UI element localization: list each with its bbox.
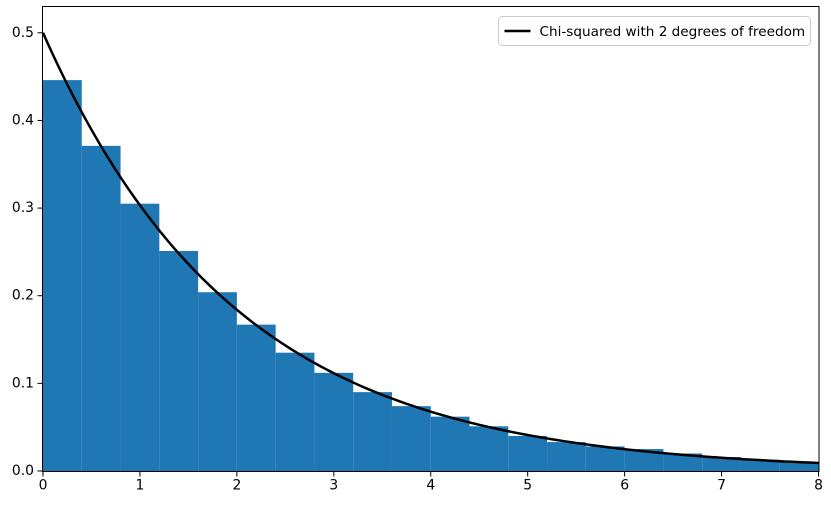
pdf-curve: [41, 32, 819, 465]
x-axis-ticks: 0 1 2 3 4 5 6 7 8: [39, 471, 823, 494]
x-tick-label: 8: [814, 478, 823, 494]
histogram-bar: [547, 442, 586, 471]
histogram-bar: [236, 324, 276, 471]
histogram-bar: [663, 453, 703, 471]
histogram-bar: [43, 80, 82, 471]
legend-box: [498, 16, 811, 46]
y-tick-label: 0.4: [12, 112, 34, 128]
histogram-bar: [275, 352, 315, 471]
x-tick-label: 5: [523, 478, 532, 494]
y-axis-ticks: 0.0 0.1 0.2 0.3 0.4 0.5: [12, 25, 43, 479]
y-tick-label: 0.2: [12, 288, 34, 304]
histogram-bars: [43, 80, 819, 471]
histogram-bar: [508, 435, 548, 471]
legend: Chi-squared with 2 degrees of freedom: [498, 16, 811, 46]
histogram-bar: [702, 456, 741, 471]
x-tick-label: 6: [620, 478, 629, 494]
histogram-bar: [159, 251, 199, 471]
x-tick-label: 1: [136, 478, 145, 494]
x-tick-label: 4: [426, 478, 435, 494]
histogram-bar: [740, 459, 780, 471]
histogram-bar: [469, 426, 509, 471]
histogram-bar: [779, 462, 819, 471]
histogram-bar: [585, 446, 625, 471]
histogram-bar: [430, 416, 470, 471]
histogram-bar: [353, 392, 392, 471]
x-tick-label: 0: [39, 478, 48, 494]
histogram-bar: [198, 292, 237, 471]
histogram-bar: [391, 406, 431, 471]
histogram-bar: [314, 372, 354, 471]
y-tick-label: 0.3: [12, 200, 34, 216]
histogram-bar: [81, 145, 121, 471]
histogram-bar: [120, 203, 160, 471]
legend-label: Chi-squared with 2 degrees of freedom: [540, 24, 806, 40]
x-tick-label: 7: [717, 478, 726, 494]
histogram-bar: [624, 449, 664, 471]
y-tick-label: 0.1: [12, 375, 34, 391]
x-tick-label: 2: [232, 478, 241, 494]
x-tick-label: 3: [329, 478, 338, 494]
y-tick-label: 0.5: [12, 25, 34, 41]
y-tick-label: 0.0: [12, 463, 34, 479]
